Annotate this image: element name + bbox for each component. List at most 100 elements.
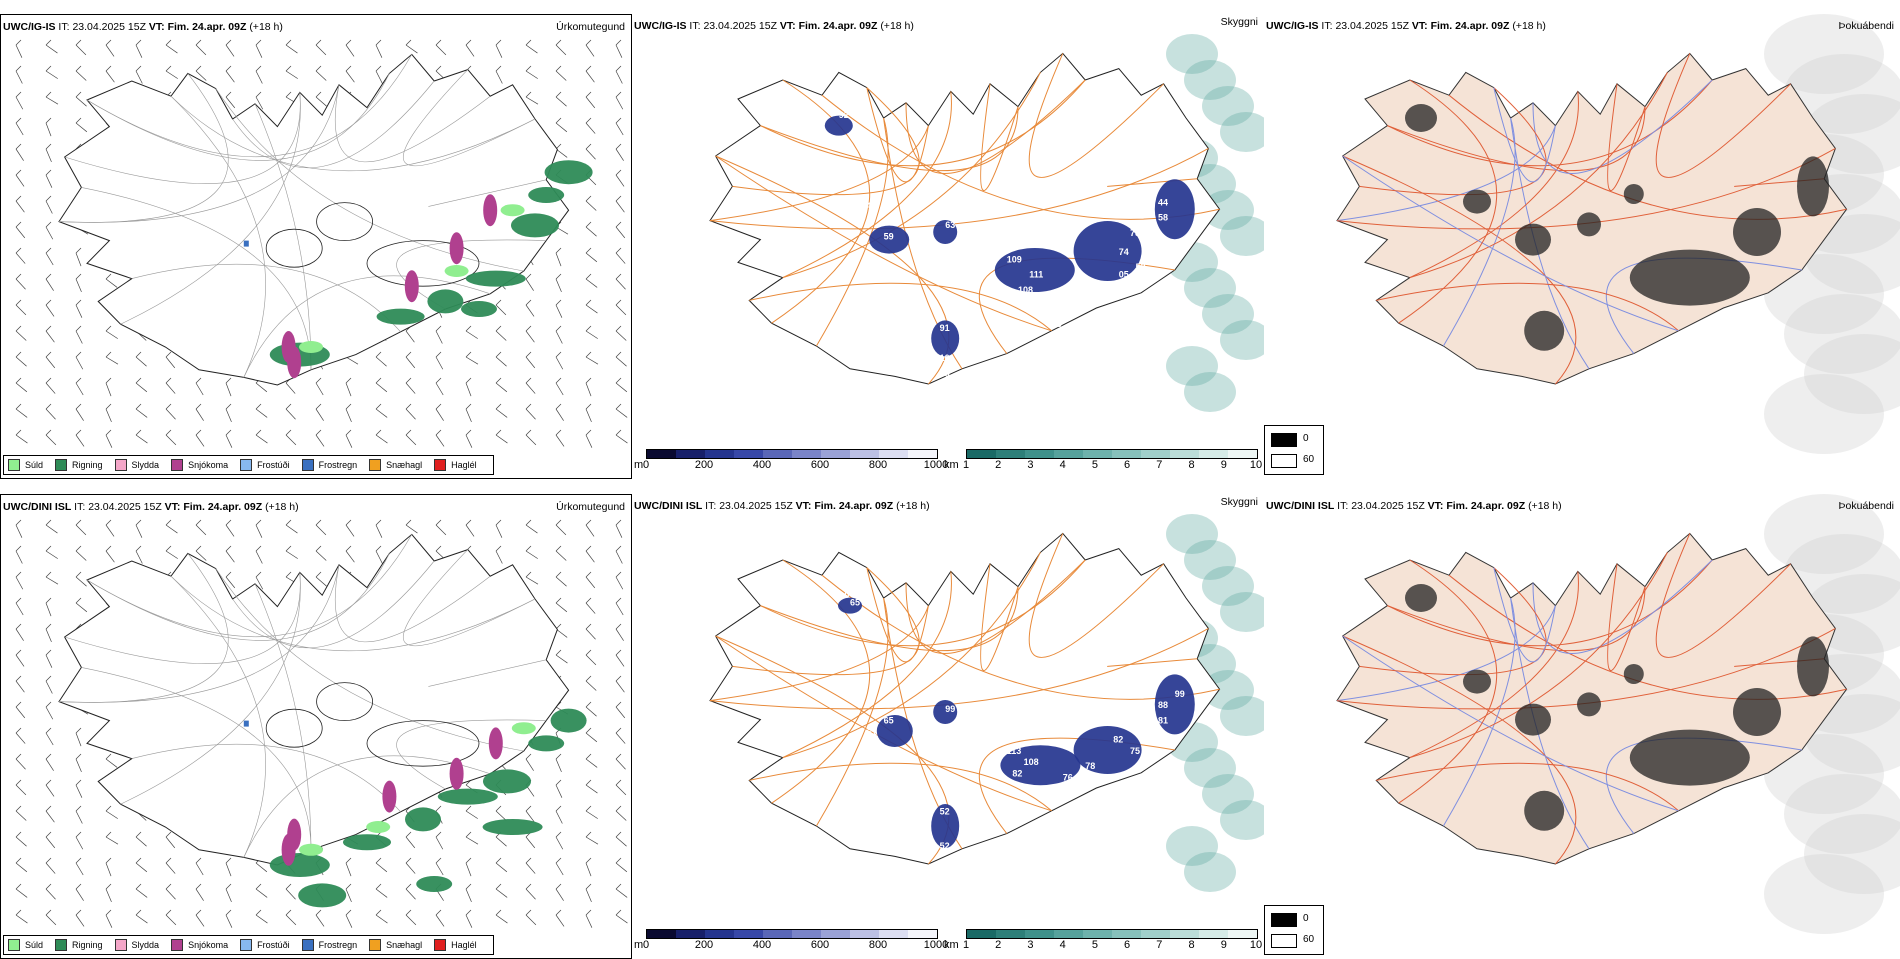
wind-barb (45, 883, 56, 900)
sea-visibility-area (1184, 748, 1236, 788)
sea-visibility-area (1202, 774, 1254, 814)
cloud-base-value: 05 (1119, 270, 1129, 280)
wind-barb (555, 597, 568, 613)
wind-barb (165, 429, 177, 446)
wind-barb (75, 247, 82, 267)
wind-barb (45, 299, 55, 317)
road-line (1376, 282, 1679, 332)
wind-barb (255, 519, 263, 538)
precip-map-top (15, 39, 628, 448)
snow-area (382, 780, 397, 813)
wind-barb (45, 195, 53, 214)
road-line (396, 719, 547, 790)
colorbar-tick: 0 (642, 459, 650, 471)
wind-barb (195, 857, 204, 876)
wind-barb (315, 909, 325, 927)
panel-title: Þokuábendi (1838, 500, 1894, 512)
fog-legend-high: 60 (1303, 934, 1315, 945)
rain-area (482, 819, 543, 835)
cloud-base-value: 82 (1012, 769, 1022, 779)
wind-barb (195, 403, 204, 421)
wind-barb (375, 39, 383, 58)
snow-area (281, 833, 296, 866)
fog-legend-white (1271, 454, 1297, 468)
wind-barb (15, 65, 23, 84)
snow-area (287, 346, 302, 379)
sea-fog-area (1764, 374, 1884, 454)
road-line (120, 92, 301, 325)
wind-barb (75, 753, 82, 773)
glacier-outline (265, 228, 323, 268)
cloud-base-value: 99 (945, 704, 955, 714)
road-line (1028, 533, 1164, 658)
visibility-colorbar: km 1 2 3 4 5 6 7 8 9 10 (944, 929, 1264, 953)
legend-item: Frostúði (240, 939, 290, 951)
wind-barb (45, 675, 53, 694)
wind-barb (465, 831, 479, 845)
sea-visibility-area (1166, 514, 1218, 554)
fog-legend-black (1271, 433, 1297, 447)
cloud-base-value: 34 (861, 201, 871, 211)
legend-swatch (434, 939, 447, 951)
road-line (1655, 53, 1791, 178)
road-line (760, 106, 1019, 172)
road-line (170, 575, 266, 858)
colorbar-tick: 6 (1124, 939, 1131, 951)
colorbar-tick: 8 (1188, 459, 1195, 471)
wind-barb (585, 403, 592, 423)
wind-barb (15, 169, 25, 187)
rain-area (544, 160, 593, 185)
wind-barb (315, 377, 324, 396)
rain-area (405, 807, 441, 832)
wind-barb (255, 883, 268, 898)
colorbar-tick: 200 (694, 939, 714, 951)
cloud-base-value: 75 (1130, 746, 1140, 756)
wind-barb (195, 909, 205, 927)
road-line (866, 87, 929, 183)
wind-barb (105, 429, 113, 448)
wind-barb (105, 65, 115, 83)
wind-barb (15, 195, 25, 213)
wind-barb (555, 779, 563, 798)
cloud-base-value: 59 (884, 232, 894, 242)
visibility-colorbar: km 1 2 3 4 5 6 7 8 9 10 (944, 449, 1264, 473)
road-line (1409, 552, 1668, 759)
wind-barb (555, 117, 568, 133)
legend-swatch (171, 459, 184, 471)
wind-barb (555, 403, 564, 421)
road-line (58, 564, 340, 703)
cloud-base-value: 53 (1147, 243, 1157, 253)
road-line (980, 563, 1019, 672)
road-line (232, 560, 435, 649)
sea-fog-area (1804, 814, 1900, 894)
road-line (254, 103, 312, 370)
road-line (1387, 79, 1713, 167)
rain-area (376, 308, 425, 325)
wind-barb (45, 727, 54, 746)
legend-item: Slydda (114, 939, 159, 951)
legend-swatch (369, 939, 382, 951)
road-line (1409, 91, 1579, 279)
fog-index-area (1733, 688, 1781, 736)
wind-barb (165, 519, 178, 534)
legend-item: Haglél (434, 939, 477, 951)
wind-barb (555, 273, 562, 293)
wind-barb (135, 831, 147, 847)
colorbar-tick: 400 (752, 459, 772, 471)
wind-barb (285, 519, 298, 534)
legend-swatch (301, 939, 314, 951)
wind-barb (435, 857, 444, 876)
wind-barb (375, 857, 388, 873)
wind-barb (75, 429, 85, 447)
road-line (1409, 571, 1579, 759)
wind-barb (585, 117, 596, 134)
colorbar-tick: 4 (1059, 459, 1066, 471)
wind-barb (585, 325, 598, 339)
wind-barb (435, 351, 444, 370)
wind-barb (555, 91, 567, 107)
colorbar-tick: 6 (1124, 459, 1131, 471)
sea-visibility-area (1166, 34, 1218, 74)
wind-barb (585, 883, 592, 903)
road-line (131, 743, 401, 813)
